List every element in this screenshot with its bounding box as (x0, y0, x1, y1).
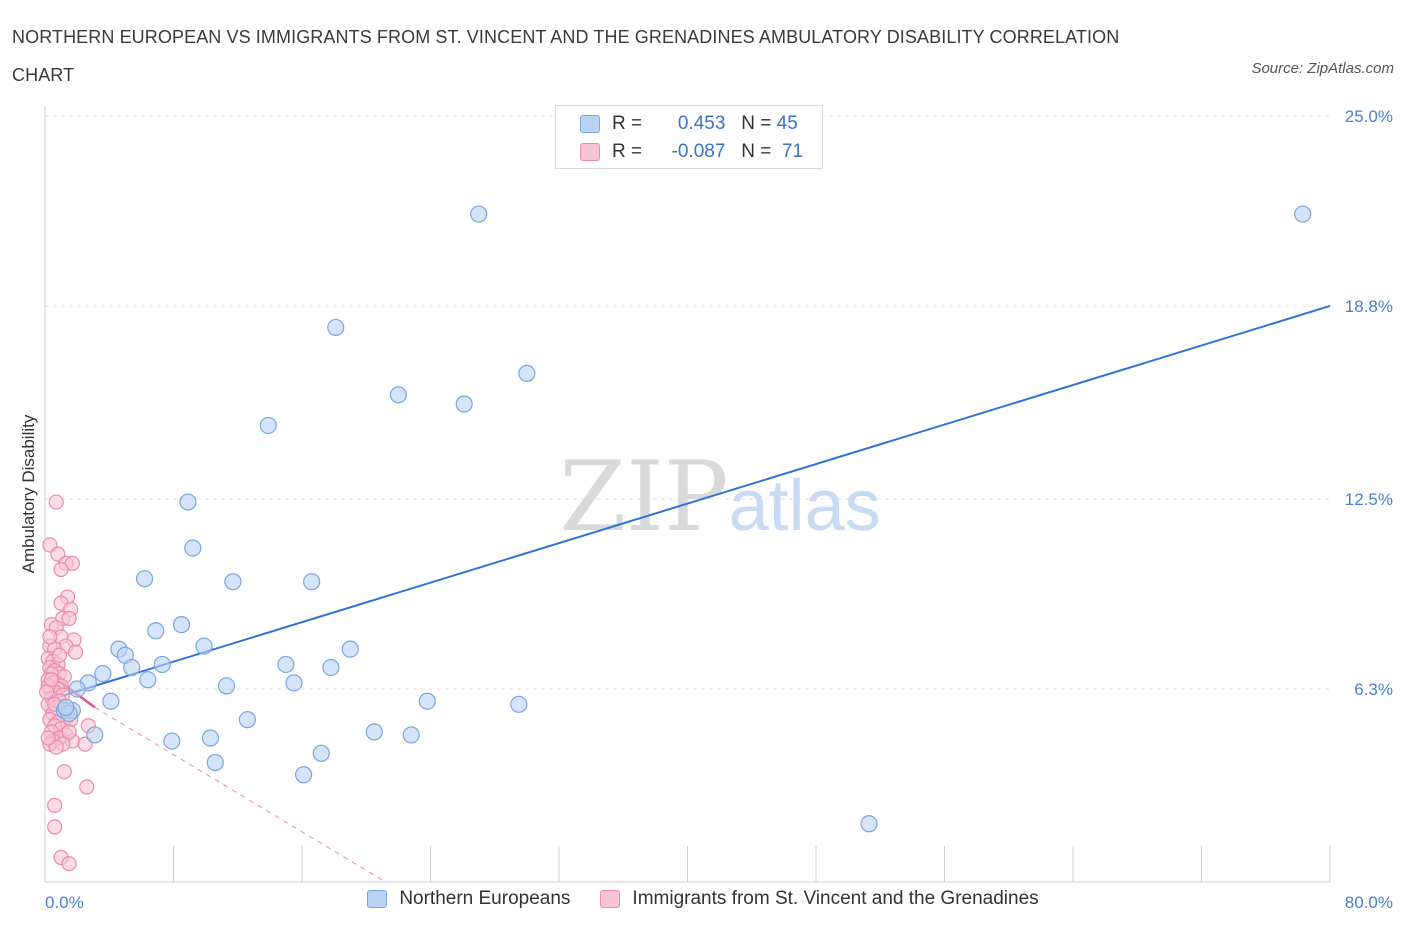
legend-swatch-blue (367, 890, 388, 908)
point-northern-european (341, 640, 359, 658)
point-immigrant (61, 724, 77, 740)
point-northern-european (295, 766, 313, 784)
watermark-atlas: atlas (729, 466, 881, 546)
point-immigrant (67, 644, 84, 660)
point-northern-european (322, 658, 340, 677)
point-northern-european (510, 695, 528, 713)
legend-r-label: R = (612, 113, 643, 134)
point-northern-european (402, 726, 420, 744)
legend-swatch-pink (580, 143, 600, 161)
point-northern-european (327, 318, 345, 337)
point-northern-european (179, 493, 197, 511)
legend-item-northern-europeans: Northern Europeans (367, 888, 570, 910)
point-immigrant (51, 647, 68, 663)
point-immigrant (61, 856, 77, 872)
point-northern-european (259, 416, 277, 435)
data-points (39, 205, 1312, 872)
y-tick-label: 6.3% (1354, 680, 1393, 699)
point-northern-european (217, 677, 236, 695)
point-immigrant (79, 779, 95, 795)
point-northern-european (163, 732, 181, 750)
watermark: ZIPatlas (559, 441, 880, 553)
point-northern-european (303, 573, 321, 591)
legend-n-value: 71 (781, 141, 804, 162)
y-tick-labels: 6.3% 12.5% 18.8% 25.0% (1345, 107, 1393, 699)
y-tick-label: 25.0% (1345, 107, 1393, 126)
point-northern-european (153, 655, 171, 674)
point-immigrant (40, 730, 56, 746)
point-northern-european (94, 665, 112, 683)
point-immigrant (61, 610, 77, 627)
point-northern-european (277, 655, 295, 674)
x-tick-label-max: 80.0% (1345, 893, 1393, 912)
point-northern-european (68, 680, 86, 698)
point-northern-european (238, 711, 256, 729)
legend-label-northern-europeans: Northern Europeans (399, 888, 571, 909)
point-northern-european (1294, 205, 1312, 223)
point-northern-european (139, 671, 157, 689)
point-immigrant (47, 797, 63, 814)
legend-row-northern-europeans: R = 0.453 N = 45 (580, 111, 798, 137)
point-immigrant (48, 494, 64, 510)
point-northern-european (389, 386, 407, 404)
grid-lines (45, 115, 1330, 690)
point-northern-european (86, 726, 104, 744)
legend-n-label: N = (741, 113, 772, 134)
legend-r-value: 0.453 (677, 113, 726, 134)
point-northern-european (172, 616, 191, 634)
source-label: Source: ZipAtlas.com (1251, 60, 1394, 77)
trend-line-northern-europeans (44, 305, 1331, 703)
point-northern-european (102, 692, 120, 710)
legend-swatch-blue (580, 115, 600, 133)
point-immigrant (39, 684, 55, 700)
legend-r-value: -0.087 (671, 141, 726, 162)
point-northern-european (135, 570, 154, 588)
x-tick-label-min: 0.0% (45, 893, 84, 912)
trend-line-immigrants-extension (94, 706, 386, 883)
legend-row-immigrants: R = -0.087 N = 71 (580, 139, 803, 165)
legend-n-label: N = (741, 141, 772, 162)
point-northern-european (184, 539, 202, 557)
series-legend: Northern Europeans Immigrants from St. V… (0, 888, 1406, 910)
point-northern-european (147, 622, 165, 640)
point-northern-european (365, 723, 383, 741)
point-immigrant (42, 629, 58, 645)
point-northern-european (57, 698, 75, 716)
chart-title: NORTHERN EUROPEAN VS IMMIGRANTS FROM ST.… (12, 27, 1120, 85)
y-tick-label: 12.5% (1345, 490, 1393, 509)
point-northern-european (195, 637, 213, 655)
axes (44, 106, 1331, 883)
trend-lines (44, 305, 1331, 883)
point-immigrant (47, 819, 63, 835)
point-immigrant (56, 764, 72, 780)
point-northern-european (224, 573, 242, 591)
point-northern-european (123, 658, 141, 677)
legend-r-label: R = (612, 141, 643, 162)
legend-n-value: 45 (776, 113, 798, 134)
point-northern-european (470, 205, 488, 223)
legend-swatch-pink (600, 890, 621, 908)
point-northern-european (285, 674, 303, 692)
point-northern-european (455, 395, 473, 413)
point-immigrant (53, 561, 69, 578)
stats-legend: R = 0.453 N = 45 R = -0.087 N = 71 (555, 105, 823, 169)
legend-item-immigrants: Immigrants from St. Vincent and the Gren… (600, 888, 1039, 910)
point-northern-european (860, 815, 878, 833)
point-northern-european (201, 729, 220, 747)
point-northern-european (312, 744, 330, 762)
x-tick-labels: 0.0% 80.0% (45, 893, 1393, 912)
y-tick-label: 18.8% (1345, 297, 1393, 316)
point-northern-european (418, 692, 436, 710)
point-northern-european (206, 753, 224, 772)
point-northern-european (518, 364, 536, 382)
legend-label-immigrants: Immigrants from St. Vincent and the Gren… (632, 888, 1039, 909)
y-axis-label: Ambulatory Disability (19, 414, 38, 573)
